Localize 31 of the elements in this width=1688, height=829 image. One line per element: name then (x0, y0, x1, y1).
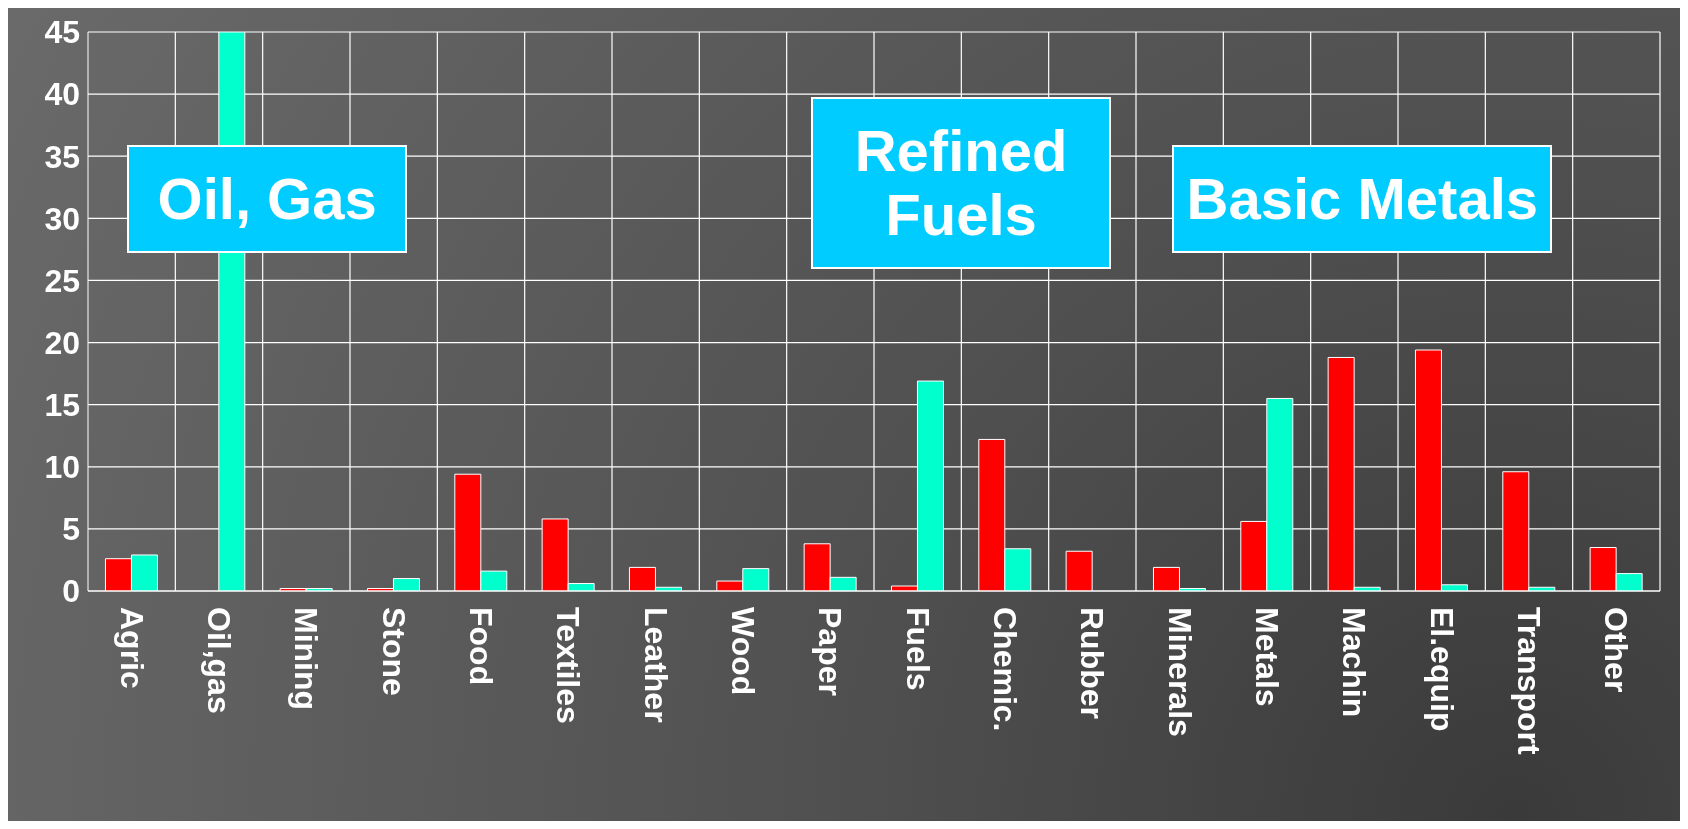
annotation: Oil, Gas (127, 145, 408, 254)
x-tick-label: Textiles (550, 607, 587, 724)
x-tick-label: Paper (812, 607, 849, 696)
x-tick-label: Agric (113, 607, 150, 689)
annotation: Basic Metals (1172, 145, 1553, 254)
y-tick-label: 45 (44, 14, 80, 51)
x-tick-label: Wood (725, 607, 761, 696)
y-tick-label: 25 (44, 262, 80, 299)
y-tick-label: 0 (62, 573, 80, 610)
x-tick-label: Transport (1511, 607, 1547, 755)
x-tick-label: Other (1598, 607, 1635, 693)
x-tick-label: Leather (637, 607, 674, 723)
x-tick-label: Oil,gas (201, 607, 237, 714)
x-tick-label: Machin (1336, 607, 1373, 718)
x-tick-label: Metals (1249, 607, 1285, 707)
y-tick-label: 15 (44, 387, 80, 424)
y-tick-label: 35 (44, 138, 80, 175)
y-tick-label: 20 (44, 324, 80, 361)
x-tick-label: Fuels (899, 607, 936, 691)
y-tick-label: 10 (44, 449, 80, 486)
x-tick-label: El.equip (1423, 607, 1460, 732)
y-tick-label: 5 (62, 511, 80, 548)
y-tick-label: 40 (44, 76, 80, 113)
annotation: Refined Fuels (811, 96, 1112, 269)
x-tick-label: Chemic. (987, 607, 1023, 732)
x-tick-label: Mining (288, 607, 325, 711)
y-tick-label: 30 (44, 200, 80, 237)
x-tick-label: Minerals (1161, 607, 1198, 737)
x-tick-label: Rubber (1074, 607, 1111, 719)
x-tick-label: Stone (375, 607, 412, 696)
x-tick-label: Food (463, 607, 499, 686)
